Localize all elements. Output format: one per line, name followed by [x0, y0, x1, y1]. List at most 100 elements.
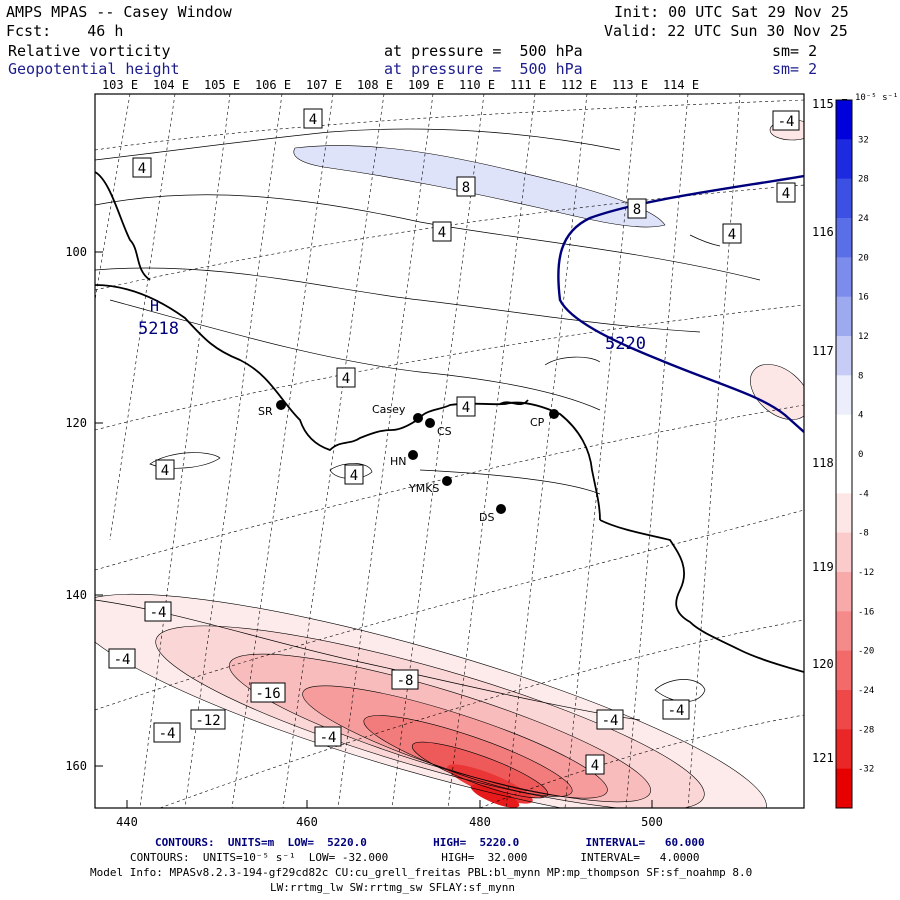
vorticity-label-box	[132, 157, 152, 178]
vorticity-label-box	[585, 754, 605, 775]
station-label: HN	[390, 455, 407, 468]
colorbar-label: 0	[858, 450, 863, 460]
vorticity-label: 4	[591, 758, 599, 774]
forecast-hour: Fcst: 46 h	[6, 22, 124, 40]
vorticity-label-box	[336, 367, 356, 388]
colorbar-label: 16	[858, 293, 869, 303]
field-2-smooth: sm= 2	[772, 60, 818, 78]
colorbar-label: -16	[858, 607, 874, 617]
colorbar-label: 4	[858, 411, 863, 421]
footer-model-info: Model Info: MPASv8.2.3-194-gf29cd82c CU:…	[90, 866, 753, 879]
colorbar-label: 20	[858, 253, 869, 263]
y-tick-label: 120	[65, 416, 87, 430]
field-1-smooth: sm= 2	[772, 42, 818, 60]
station-layer: SR Casey CS CP HN YMKS DS	[258, 400, 559, 524]
vorticity-label-box	[344, 464, 364, 485]
vorticity-label-box	[144, 601, 172, 622]
lon-label-top: 105 E	[204, 78, 240, 92]
station-dot	[408, 450, 418, 460]
colorbar-label: -8	[858, 529, 869, 539]
colorbar-label: -24	[858, 686, 874, 696]
station-label: Casey	[372, 403, 406, 416]
height-contours	[557, 174, 804, 433]
colorbar-units: 10⁻⁵ s⁻¹	[855, 93, 898, 103]
lon-label-top: 113 E	[612, 78, 648, 92]
station-dot	[276, 400, 286, 410]
colorbar-label: 24	[858, 214, 869, 224]
x-tick-label: 500	[641, 815, 663, 829]
vorticity-label-box	[190, 709, 226, 730]
colorbar-label: -12	[858, 568, 874, 578]
vorticity-label-box	[456, 396, 476, 417]
station-dot	[413, 413, 423, 423]
footer-height-contours: CONTOURS: UNITS=m LOW= 5220.0 HIGH= 5220…	[155, 836, 705, 849]
vorticity-label: -4	[602, 713, 619, 729]
colorbar-swatch	[836, 690, 852, 730]
station-label: SR	[258, 405, 273, 418]
y-tick-label: 100	[65, 245, 87, 259]
vorticity-label: 4	[138, 161, 146, 177]
x-tick-label: 460	[296, 815, 318, 829]
vorticity-label: 8	[633, 202, 641, 218]
vorticity-label: -12	[195, 713, 220, 729]
colorbar-swatch	[836, 414, 852, 455]
vorticity-label-box	[391, 669, 419, 690]
colorbar-swatch	[836, 336, 852, 376]
colorbar-label: 28	[858, 175, 869, 185]
colorbar-label: 12	[858, 332, 869, 342]
vorticity-label-box	[596, 709, 624, 730]
lon-label-top: 104 E	[153, 78, 189, 92]
height-label-5220: 5220	[605, 334, 646, 354]
lon-label-top: 106 E	[255, 78, 291, 92]
latlon-grid	[95, 94, 804, 808]
vorticity-label-box	[456, 176, 476, 197]
lon-label-top: 103 E	[102, 78, 138, 92]
lon-label-top: 107 E	[306, 78, 342, 92]
lon-label-top: 111 E	[510, 78, 546, 92]
vorticity-label: -4	[320, 730, 337, 746]
height-label-5218: 5218	[138, 319, 179, 339]
vorticity-label-box	[303, 108, 323, 129]
vorticity-label: -4	[150, 605, 167, 621]
vorticity-label-box	[722, 223, 742, 244]
valid-time: Valid: 22 UTC Sun 30 Nov 25	[604, 22, 848, 40]
vorticity-label: 4	[462, 400, 470, 416]
vorticity-label: -4	[668, 703, 685, 719]
vorticity-label: 4	[350, 468, 358, 484]
lon-label-top: 112 E	[561, 78, 597, 92]
vorticity-label: 4	[782, 186, 790, 202]
vorticity-label: 4	[728, 227, 736, 243]
colorbar-swatch	[836, 100, 852, 140]
footer-vorticity-contours: CONTOURS: UNITS=10⁻⁵ s⁻¹ LOW= -32.000 HI…	[130, 851, 700, 864]
coastline	[95, 171, 804, 673]
colorbar-swatch	[836, 178, 852, 219]
vorticity-label: 4	[438, 225, 446, 241]
colorbar-swatch	[836, 454, 852, 494]
colorbar-swatch	[836, 493, 852, 534]
field-1-level: at pressure = 500 hPa	[384, 42, 583, 60]
vorticity-label: 4	[309, 112, 317, 128]
lon-label-top: 114 E	[663, 78, 699, 92]
field-2-level: at pressure = 500 hPa	[384, 60, 583, 78]
colorbar-label: -32	[858, 765, 874, 775]
contour-label-layer: 5220 5218	[138, 319, 646, 354]
field-2-name: Geopotential height	[8, 60, 180, 78]
vorticity-label-box	[776, 182, 796, 203]
lon-label-top: 109 E	[408, 78, 444, 92]
init-time: Init: 00 UTC Sat 29 Nov 25	[614, 3, 849, 21]
vorticity-label: -16	[255, 686, 280, 702]
vorticity-label: 4	[342, 371, 350, 387]
colorbar-swatch	[836, 572, 852, 612]
colorbar-swatch	[836, 139, 852, 180]
colorbar-label: 8	[858, 371, 863, 381]
map-title: AMPS MPAS -- Casey Window	[6, 3, 232, 21]
colorbar-label: 32	[858, 135, 869, 145]
x-tick-label: 440	[116, 815, 138, 829]
vorticity-label: -8	[397, 673, 414, 689]
station-dot	[425, 418, 435, 428]
field-1-name: Relative vorticity	[8, 42, 171, 60]
vorticity-label: -4	[159, 726, 176, 742]
vorticity-label: 8	[462, 180, 470, 196]
